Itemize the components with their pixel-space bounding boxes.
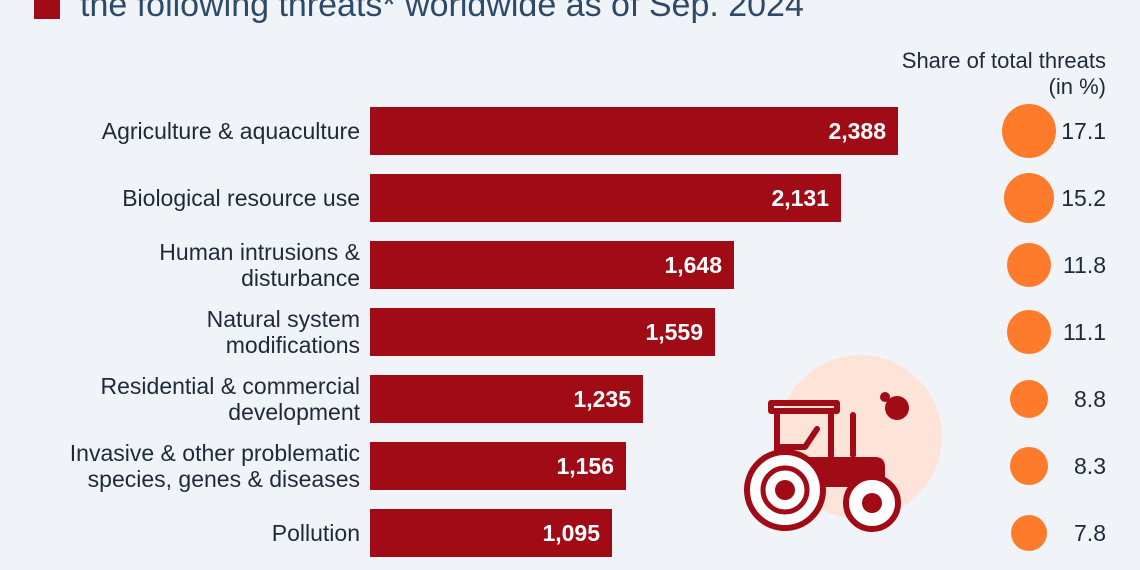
share-bubble (1010, 447, 1048, 485)
share-column-header-line-2: (in %) (1048, 74, 1106, 99)
category-label: Biological resource use (122, 185, 360, 211)
category-label-line: Pollution (271, 520, 360, 546)
share-bubble (1002, 104, 1056, 158)
share-column-header: Share of total threats (in %) (902, 48, 1106, 100)
legend-square-icon (34, 0, 60, 19)
share-bubble (1003, 172, 1055, 224)
bar: 1,156 (370, 442, 626, 490)
bar: 2,131 (370, 174, 841, 222)
share-value-label: 15.2 (1061, 185, 1106, 211)
bar: 1,235 (370, 375, 643, 423)
exhaust-smoke-small (880, 392, 890, 402)
category-label: Residential & commercial development (101, 373, 360, 425)
bar: 1,559 (370, 308, 715, 356)
category-label-line: Natural system (206, 306, 360, 332)
category-label: Natural system modifications (207, 306, 360, 358)
bar: 1,648 (370, 241, 734, 289)
bar: 2,388 (370, 107, 898, 155)
chart-title: the following threats* worldwide as of S… (34, 0, 804, 25)
bar-value-label: 2,131 (771, 185, 829, 211)
share-value-label: 7.8 (1074, 520, 1106, 546)
bar-value-label: 1,559 (645, 319, 703, 345)
share-value-label: 8.3 (1074, 453, 1106, 479)
share-value-label: 8.8 (1074, 386, 1106, 412)
category-label: Invasive & other problematic species, gen… (70, 440, 360, 492)
bar-value-label: 1,095 (542, 520, 600, 546)
share-bubble (1006, 242, 1052, 288)
share-bubble (1007, 310, 1051, 354)
bar-value-label: 1,156 (556, 453, 614, 479)
share-bubble (1010, 514, 1048, 552)
category-label-line: Human intrusions & (159, 239, 360, 265)
category-label-line: development (228, 399, 360, 425)
category-label-line: modifications (225, 332, 360, 358)
bar-value-label: 1,235 (573, 386, 631, 412)
bar: 1,095 (370, 509, 612, 557)
bar-value-label: 1,648 (664, 252, 722, 278)
share-bubble (1009, 379, 1049, 419)
category-label: Pollution (272, 520, 360, 546)
share-value-label: 11.8 (1062, 252, 1106, 278)
category-label-line: species, genes & diseases (87, 466, 360, 492)
category-label-line: Residential & commercial (100, 373, 360, 399)
chart-title-text: the following threats* worldwide as of S… (80, 0, 804, 24)
share-value-label: 17.1 (1061, 118, 1106, 144)
category-label: Agriculture & aquaculture (102, 118, 360, 144)
category-label-line: Invasive & other problematic (69, 440, 360, 466)
category-label-line: Agriculture & aquaculture (101, 118, 360, 144)
share-column-header-line-1: Share of total threats (901, 48, 1106, 73)
exhaust-smoke (885, 396, 909, 420)
category-label-line: Biological resource use (122, 185, 360, 211)
tractor-icon (744, 355, 942, 532)
category-label: Human intrusions & disturbance (159, 239, 360, 291)
category-label-line: disturbance (241, 265, 360, 291)
share-value-label: 11.1 (1062, 319, 1106, 345)
tractor-body (768, 400, 856, 464)
bar-value-label: 2,388 (828, 118, 886, 144)
tractor-front-hub (862, 493, 882, 513)
tractor-rear-hub (775, 480, 795, 500)
